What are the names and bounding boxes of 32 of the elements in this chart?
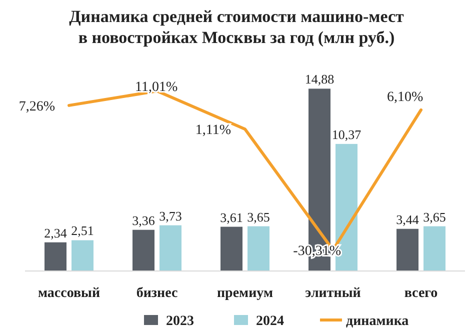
data-label: 3,65 [247,209,270,224]
bar [220,226,242,271]
legend-label: 2024 [256,314,284,329]
data-label: 10,37 [332,126,362,142]
data-label: 3,44 [396,212,420,227]
data-label: 11,01% [135,80,178,95]
x-tick-label: элитный [305,286,361,301]
data-label: 3,61 [220,210,243,225]
data-label: 2,34 [44,225,68,240]
data-label: 6,10% [387,90,424,105]
x-tick-label: бизнес [136,286,178,301]
data-label: 3,65 [423,209,446,224]
data-label: 3,73 [159,208,182,224]
data-label: -30,31% [293,244,342,259]
bar [424,226,446,271]
bar [248,226,270,271]
bar [160,225,182,271]
legend-label: 2023 [166,314,194,329]
data-label: 7,26% [18,99,56,114]
x-tick-label: массовый [38,286,100,301]
data-label: 14,88 [304,72,334,87]
bar [132,230,154,271]
data-label: 1,11% [195,123,232,138]
bar [72,240,94,271]
data-label: 3,36 [132,212,156,228]
legend-label: динамика [346,314,409,329]
bar [396,228,418,271]
x-tick-label: всего [404,286,438,301]
bar [44,242,66,271]
chart-title: Динамика средней стоимости машино-мест в новостройках Москвы за год (млн руб.) [69,7,405,47]
x-tick-label: премиум [216,286,274,301]
data-label: 2,51 [71,223,94,238]
